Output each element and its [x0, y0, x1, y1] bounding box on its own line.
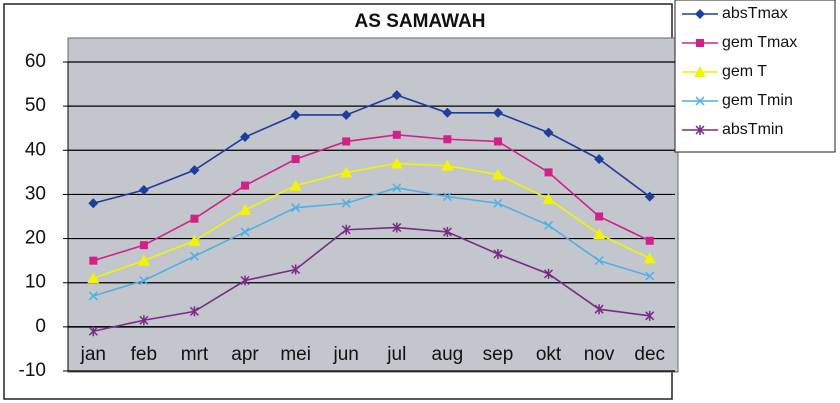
data-point: [594, 154, 605, 165]
data-point: [542, 192, 555, 204]
data-point: [442, 226, 452, 237]
data-point: [644, 191, 655, 202]
series-line: [93, 162, 651, 280]
y-tick-label: 20: [25, 228, 46, 249]
data-point: [291, 203, 301, 213]
data-point: [491, 168, 504, 180]
x-tick-label: jan: [80, 344, 106, 365]
data-point: [593, 228, 606, 240]
data-point: [188, 234, 201, 246]
legend-marker: [696, 39, 704, 47]
x-tick-label: apr: [231, 344, 259, 365]
legend-label: absTmin: [722, 121, 783, 138]
series-line: [93, 94, 651, 205]
data-point: [139, 315, 149, 326]
data-point: [240, 132, 251, 143]
data-point: [544, 268, 554, 279]
legend-label: absTmax: [722, 5, 788, 22]
data-point: [88, 326, 98, 337]
y-tick-label: 0: [35, 316, 46, 337]
series-line: [93, 186, 650, 297]
data-point: [442, 107, 453, 118]
data-point: [645, 236, 654, 245]
x-tick-label: mei: [280, 344, 311, 365]
data-point: [442, 192, 452, 202]
data-point: [189, 165, 200, 176]
data-point: [137, 254, 150, 266]
data-point: [492, 107, 503, 118]
chart-title: AS SAMAWAH: [355, 11, 486, 32]
data-point: [493, 137, 502, 146]
data-point: [645, 310, 655, 321]
data-point: [594, 256, 604, 266]
y-tick-label: 50: [25, 95, 46, 116]
data-point: [392, 222, 402, 233]
data-point: [390, 157, 403, 169]
x-tick-label: jun: [333, 344, 359, 365]
legend-label: gem Tmax: [722, 34, 797, 51]
data-point: [441, 159, 454, 171]
data-point: [392, 183, 402, 193]
x-tick-label: sep: [483, 344, 514, 365]
data-point: [189, 251, 199, 261]
y-tick-label: 10: [25, 272, 46, 293]
data-point: [240, 275, 250, 286]
data-point: [341, 109, 352, 120]
y-tick-label: 60: [25, 51, 46, 72]
data-point: [391, 90, 402, 101]
x-tick-label: dec: [634, 344, 665, 365]
x-tick-label: feb: [131, 344, 157, 365]
data-point: [392, 130, 401, 139]
data-point: [88, 291, 98, 301]
series-line: [93, 226, 650, 333]
data-point: [544, 220, 554, 230]
data-point: [643, 252, 656, 264]
series-line: [93, 134, 651, 262]
data-point: [341, 224, 351, 235]
data-point: [89, 256, 98, 265]
data-point: [189, 306, 199, 317]
data-point: [239, 203, 252, 215]
x-tick-label: aug: [432, 344, 464, 365]
data-point: [342, 137, 351, 146]
data-point: [290, 109, 301, 120]
data-point: [88, 198, 99, 209]
x-tick-label: nov: [584, 344, 615, 365]
x-tick-label: jul: [386, 344, 406, 365]
data-point: [138, 185, 149, 196]
legend-marker: [695, 9, 705, 19]
data-point: [241, 181, 250, 190]
data-point: [240, 227, 250, 237]
data-point: [543, 127, 554, 138]
legend-label: gem T: [722, 63, 767, 80]
y-tick-label: 40: [25, 139, 46, 160]
data-point: [493, 249, 503, 260]
data-point: [595, 212, 604, 221]
legend-label: gem Tmin: [722, 92, 793, 109]
data-point: [139, 275, 149, 286]
data-point: [443, 135, 452, 144]
x-tick-label: okt: [536, 344, 562, 365]
data-point: [340, 166, 353, 178]
data-point: [544, 168, 553, 177]
y-tick-label: -10: [19, 360, 46, 381]
data-point: [139, 241, 148, 250]
y-tick-label: 30: [25, 183, 46, 204]
legend-marker: [695, 96, 705, 106]
data-point: [289, 179, 302, 191]
legend-marker: [694, 66, 706, 77]
data-point: [291, 155, 300, 164]
x-tick-label: mrt: [181, 344, 209, 365]
data-point: [291, 264, 301, 275]
data-point: [87, 272, 100, 284]
data-point: [341, 198, 351, 208]
data-point: [190, 214, 199, 223]
data-point: [493, 198, 503, 208]
data-point: [645, 271, 655, 281]
data-point: [594, 304, 604, 315]
legend-marker: [695, 125, 705, 135]
